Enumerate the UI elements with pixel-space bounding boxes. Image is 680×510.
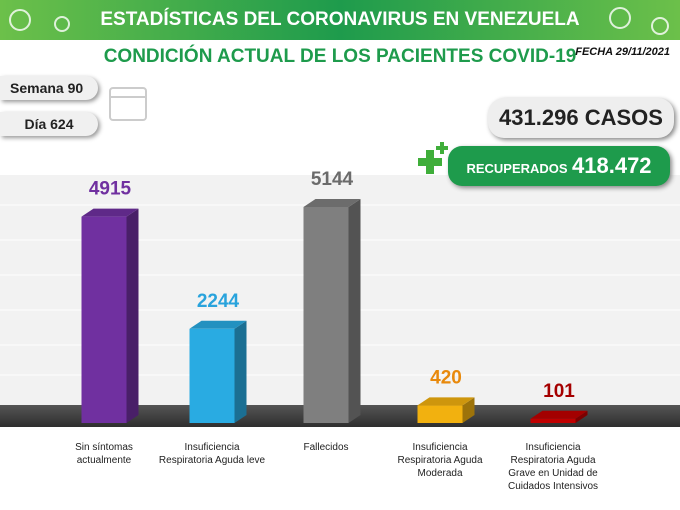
x-tick-label: Insuficiencia Respiratoria Aguda leve	[158, 442, 266, 466]
bar-side	[126, 208, 139, 423]
week: Semana 90	[0, 76, 98, 100]
bar-side	[462, 397, 475, 423]
cases-box: 431.296 CASOS	[488, 98, 674, 138]
bar	[189, 328, 235, 423]
virus-icons	[9, 7, 669, 35]
bar	[81, 216, 127, 423]
bar-side	[348, 199, 361, 423]
value-label: 2244	[197, 291, 240, 312]
recovered-box: RECUPERADOS 418.472	[448, 146, 670, 186]
value-label: 5144	[311, 169, 354, 190]
x-tick-label: Fallecidos	[303, 442, 349, 453]
bar-top	[530, 410, 588, 419]
x-tick-label: Insuficiencia Respiratoria Aguda Moderad…	[397, 442, 483, 479]
value-label: 4915	[89, 179, 132, 200]
chart-title: CONDICIÓN ACTUAL DE LOS PACIENTES COVID-…	[103, 46, 577, 67]
bar-top	[417, 397, 475, 406]
recovered-number: 418.472	[572, 153, 652, 178]
day: Día 624	[0, 112, 98, 136]
plus-icon	[418, 142, 448, 174]
calendar-icon	[109, 87, 147, 121]
recovered-label: RECUPERADOS	[466, 161, 568, 176]
bar	[417, 405, 463, 423]
cases-label: CASOS	[584, 105, 663, 130]
cases-number: 431.296	[499, 105, 579, 130]
value-label: 101	[543, 381, 575, 402]
banner-title: ESTADÍSTICAS DEL CORONAVIRUS EN VENEZUEL…	[100, 9, 580, 30]
bar	[303, 207, 349, 423]
bar-top	[189, 320, 247, 329]
banner	[0, 0, 680, 40]
bar-side	[234, 320, 247, 423]
bar	[530, 418, 576, 423]
bar-top	[81, 208, 139, 217]
date: FECHA 29/11/2021	[575, 46, 670, 58]
x-tick-label: Insuficiencia Respiratoria Aguda Grave e…	[507, 442, 599, 492]
value-label: 420	[430, 367, 462, 388]
bar-side	[575, 410, 588, 423]
bar-top	[303, 199, 361, 207]
x-tick-label: Sin síntomas actualmente	[75, 442, 133, 466]
